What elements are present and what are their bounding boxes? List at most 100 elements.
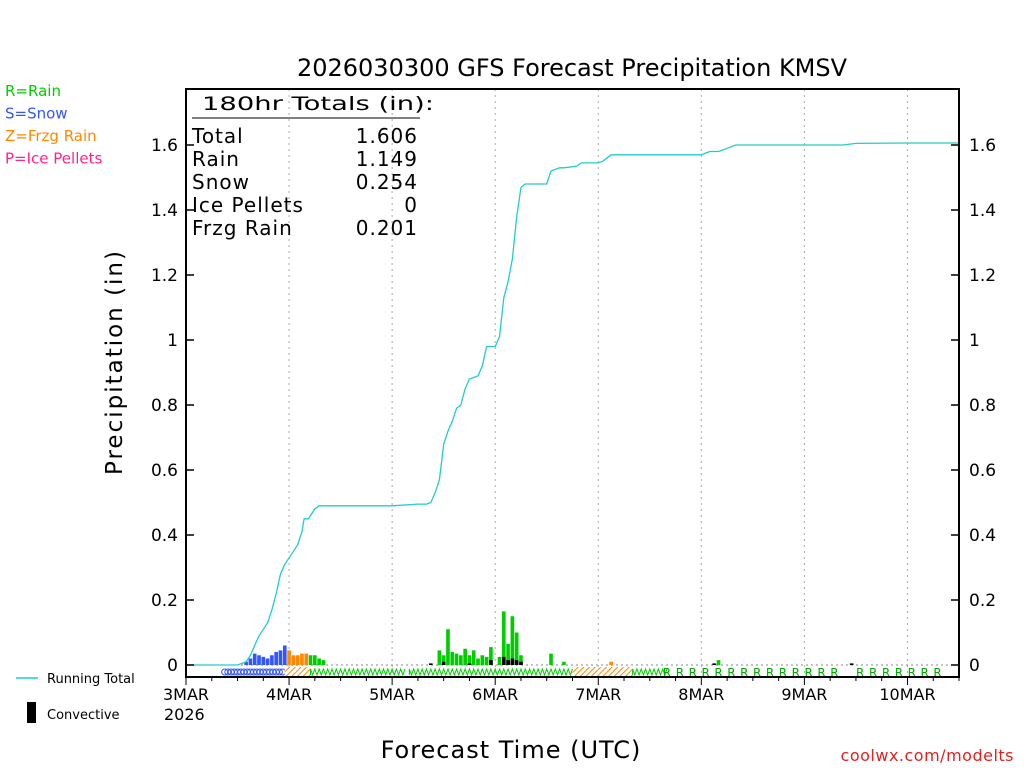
rain-bar: [562, 661, 566, 665]
rain-letter-marker: R: [740, 666, 748, 680]
rain-bar: [514, 632, 519, 665]
snow-bar: [265, 658, 270, 665]
rain-bar: [437, 650, 442, 665]
rain-letter-marker: R: [714, 666, 722, 680]
convective-bar: [510, 658, 515, 665]
convective-bar: [849, 663, 854, 665]
rain-letter-marker: R: [933, 666, 941, 680]
x-tick-label: 4MAR: [266, 685, 312, 704]
convective-bar: [489, 660, 493, 665]
snow-marker: [275, 668, 283, 676]
source-credit[interactable]: coolwx.com/modelts: [841, 746, 1014, 765]
convective-bar: [441, 661, 446, 665]
totals-label: Ice Pellets: [192, 193, 304, 217]
totals-label: Frzg Rain: [192, 216, 293, 240]
rain-letter-marker: R: [663, 666, 671, 680]
ptype-legend-item: P=Ice Pellets: [5, 150, 102, 168]
rain-letter-marker: R: [792, 666, 800, 680]
x-tick-label: 7MAR: [575, 685, 621, 704]
rain-letter-marker: R: [856, 666, 864, 680]
totals-value: 1.149: [356, 147, 418, 171]
plot-frame: [185, 88, 960, 678]
rain-bar: [463, 648, 467, 665]
convective-bar: [712, 663, 717, 665]
line-legend: Running Total Convective: [16, 672, 135, 723]
x-axis-label: Forecast Time (UTC): [381, 736, 642, 764]
x-tick-label: 9MAR: [781, 685, 827, 704]
snow-bar: [261, 656, 266, 665]
rain-letter-marker: R: [701, 666, 709, 680]
totals-value: 0.201: [356, 216, 418, 240]
running-total-layer: [186, 142, 959, 666]
y-tick-label-right: 0.2: [969, 591, 996, 611]
rain-letter-marker: R: [676, 666, 684, 680]
totals-label: Total: [191, 124, 244, 148]
y-tick-label-left: 0.8: [151, 396, 178, 416]
convective-bar: [501, 656, 506, 665]
y-axis-label: Precipitation (in): [102, 249, 128, 475]
y-tick-label-right: 1.2: [969, 266, 996, 286]
totals-box: 180hr Totals (in): Total 1.606 Rain 1.149 Sn…: [191, 93, 434, 240]
rain-bar: [321, 660, 326, 665]
y-tick-label-left: 0.4: [151, 526, 178, 546]
ptype-legend-item: S=Snow: [5, 105, 68, 123]
frzg-rain-bar: [295, 655, 300, 665]
year-label: 2026: [164, 705, 205, 724]
convective-bar: [519, 661, 523, 665]
rain-bar: [484, 656, 489, 665]
snow-bar: [252, 653, 257, 665]
frzg-rain-bar: [287, 650, 291, 665]
y-tick-label-left: 1.6: [151, 136, 178, 156]
rain-bar: [476, 658, 480, 665]
rain-bar: [471, 650, 476, 665]
totals-header: 180hr Totals (in):: [202, 93, 434, 115]
snow-bar: [274, 652, 279, 665]
rain-letter-marker: R: [908, 666, 916, 680]
rain-bar: [501, 611, 506, 665]
y-tick-label-left: 1.4: [151, 201, 178, 221]
rain-letter-marker: R: [869, 666, 877, 680]
y-tick-label-left: 0.2: [151, 591, 178, 611]
frzg-rain-marker: [572, 667, 633, 677]
y-tick-label-right: 0.8: [969, 396, 996, 416]
precip-bars: [244, 611, 854, 665]
y-axis-right: 0 0.2 0.4 0.6 0.8 1 1.2 1.4 1.6: [951, 136, 996, 676]
rain-bar: [450, 652, 455, 665]
frzg-rain-marker: [284, 667, 311, 677]
rain-bar: [510, 616, 515, 665]
convective-bar: [467, 663, 472, 665]
snow-bar: [257, 655, 261, 665]
rain-bar: [716, 660, 721, 665]
y-tick-label-right: 1.4: [969, 201, 996, 221]
rain-bar: [480, 655, 485, 665]
x-tick-label: 6MAR: [472, 685, 518, 704]
snow-bar: [278, 650, 283, 665]
rain-bar: [459, 655, 463, 665]
rain-marker: [408, 667, 573, 677]
chart-title: 2026030300 GFS Forecast Precipitation KM…: [297, 54, 848, 82]
rain-bar: [506, 643, 510, 665]
rain-marker: [632, 667, 668, 677]
y-tick-label-left: 1: [167, 331, 178, 351]
rain-letter-marker: R: [753, 666, 761, 680]
y-tick-label-right: 0.6: [969, 461, 996, 481]
rain-letter-marker: R: [779, 666, 787, 680]
running-total-legend-label: Running Total: [47, 672, 135, 687]
snow-bar: [248, 658, 253, 665]
snow-bar: [244, 661, 248, 665]
y-tick-label-right: 1: [969, 331, 980, 351]
x-tick-label: 5MAR: [369, 685, 415, 704]
rain-bar: [519, 655, 523, 665]
convective-bar: [514, 660, 519, 665]
rain-bar: [446, 629, 450, 665]
rain-bar: [489, 647, 493, 665]
rain-letter-marker: R: [689, 666, 697, 680]
totals-label: Rain: [192, 147, 240, 171]
rain-bar: [313, 655, 317, 665]
rain-letter-marker: R: [895, 666, 903, 680]
rain-letter-marker: R: [766, 666, 774, 680]
convective-swatch: [27, 702, 36, 723]
convective-legend-label: Convective: [47, 708, 120, 723]
